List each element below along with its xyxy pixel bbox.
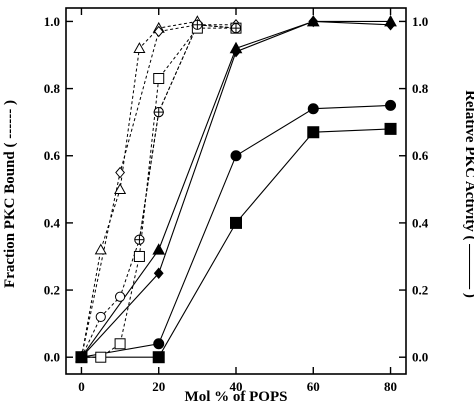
y-tick-label-right: 0.6 <box>412 148 429 163</box>
filled-square-line <box>81 128 391 358</box>
open-diamond-marker <box>115 166 125 179</box>
filled-diamond-marker <box>308 15 319 28</box>
open-square-marker <box>114 338 126 350</box>
open-triangle-marker <box>94 243 107 255</box>
open-square-marker <box>153 73 165 85</box>
y-tick-label-right: 1.0 <box>412 14 428 29</box>
filled-circle-marker <box>385 99 397 111</box>
filled-diamond-marker <box>153 267 164 280</box>
open-square-marker <box>133 250 145 262</box>
x-axis-label: Mol % of POPS <box>185 389 288 405</box>
filled-circle-marker <box>153 338 165 350</box>
x-tick-label: 60 <box>307 379 320 394</box>
open-triangle-marker <box>133 42 146 53</box>
y-tick-label-right: 0.0 <box>412 350 428 365</box>
ticks: 0 20 40 60 80 0.0 0.0 0.2 0.2 0.4 0.4 0.6 0.6 0.8 0.8 1… <box>44 8 429 394</box>
y-tick-label-left: 0.4 <box>44 215 61 230</box>
filled-square-marker <box>384 122 397 135</box>
y-tick-label-right: 0.8 <box>412 81 429 96</box>
series-markers <box>75 14 397 364</box>
filled-square-marker <box>307 126 320 139</box>
y-tick-label-left: 0.6 <box>44 148 61 163</box>
open-circle-marker <box>114 291 126 302</box>
filled-square-marker <box>75 351 88 364</box>
open-square-marker <box>95 351 107 363</box>
filled-diamond-marker <box>385 19 396 31</box>
filled-circle-line <box>81 104 391 358</box>
y-tick-label-left: 0.2 <box>44 283 60 298</box>
filled-circle-marker <box>230 150 242 162</box>
y-axis-left-label: Fraction PKC Bound ( ------ ) <box>2 100 18 288</box>
y-tick-label-left: 0.8 <box>44 81 61 96</box>
filled-diamond-line <box>81 20 391 358</box>
filled-square-marker <box>230 216 242 229</box>
y-axis-right-label: Relative PKC Activity ( ——— ) <box>462 90 474 298</box>
series-lines <box>81 20 391 358</box>
open-triangle-marker <box>114 183 127 194</box>
filled-square-marker <box>152 351 165 364</box>
open-diamond-marker <box>153 25 164 38</box>
x-tick-label: 80 <box>384 379 397 394</box>
filled-diamond-marker <box>231 45 241 58</box>
filled-triangle-marker <box>152 243 166 255</box>
x-tick-label: 0 <box>78 379 85 394</box>
y-tick-label-right: 0.2 <box>412 283 428 298</box>
y-tick-label-left: 1.0 <box>44 14 60 29</box>
open-triangle-line <box>81 20 198 358</box>
filled-circle-marker <box>307 103 319 115</box>
open-circle-marker <box>95 311 106 323</box>
open-diamond-line <box>81 24 236 358</box>
y-tick-label-left: 0.0 <box>44 350 60 365</box>
open-circle-cross-line <box>138 24 237 240</box>
x-tick-label: 20 <box>152 379 165 394</box>
y-tick-label-right: 0.4 <box>412 215 429 230</box>
x-tick-label: 40 <box>230 379 243 394</box>
